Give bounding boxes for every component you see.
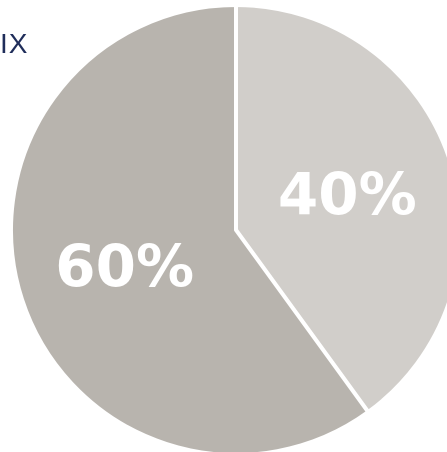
partial-title-text: IX xyxy=(0,28,29,59)
pie-slice-40 xyxy=(234,3,447,415)
pie-slice-label: 40% xyxy=(278,160,417,228)
pie-slice-60 xyxy=(9,3,371,452)
pie-slice-label: 60% xyxy=(55,232,194,300)
